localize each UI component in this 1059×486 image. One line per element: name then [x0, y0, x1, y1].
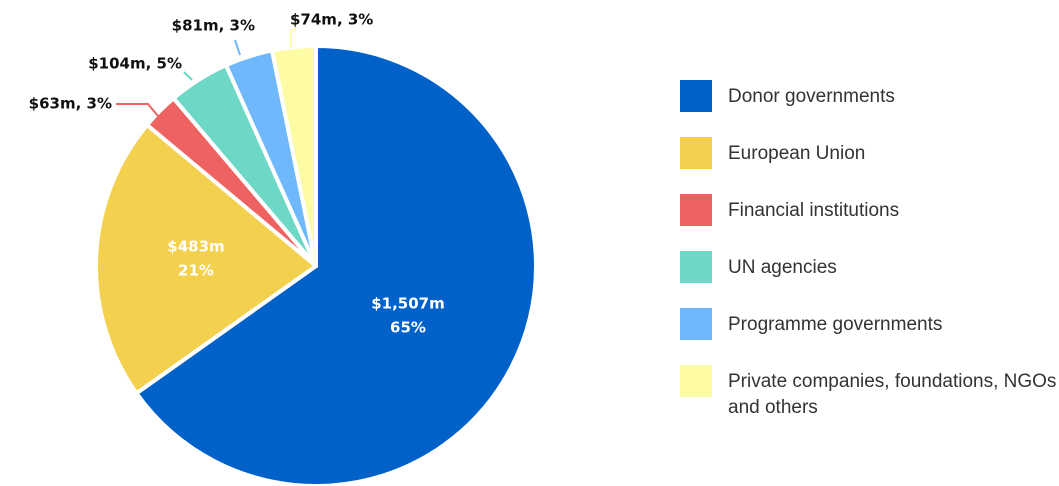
legend-item: Programme governments — [680, 308, 1059, 365]
data-label: $81m, 3% — [172, 17, 255, 35]
legend-swatch — [680, 251, 712, 283]
legend-label: Programme governments — [728, 314, 943, 335]
legend-swatch — [680, 80, 712, 112]
legend: Donor governments European Union Financial… — [680, 80, 1059, 422]
pie-slice — [94, 122, 318, 396]
data-label: $74m, 3% — [290, 11, 373, 29]
legend-label: Donor governments — [728, 86, 895, 107]
legend-swatch — [680, 137, 712, 169]
leader-line — [116, 103, 159, 117]
legend-item: UN agencies — [680, 251, 1059, 308]
legend-label: UN agencies — [728, 257, 837, 278]
legend-item: Donor governments — [680, 80, 1059, 137]
data-label: $483m — [167, 238, 224, 256]
data-label: $1,507m — [371, 295, 445, 313]
legend-label: European Union — [728, 143, 866, 164]
legend-swatch — [680, 365, 712, 397]
data-label: 21% — [178, 262, 214, 280]
pie-slice — [134, 44, 538, 486]
data-label: $63m, 3% — [29, 95, 112, 113]
leader-line — [183, 71, 193, 81]
leader-line — [290, 27, 297, 48]
legend-label: Financial institutions — [728, 200, 900, 221]
legend-item: European Union — [680, 137, 1059, 194]
legend-item: Private companies, foundations, NGOs and… — [680, 365, 1059, 422]
legend-item: Financial institutions — [680, 194, 1059, 251]
leader-line — [234, 39, 241, 56]
legend-swatch — [680, 308, 712, 340]
legend-swatch — [680, 194, 712, 226]
data-label: 65% — [390, 319, 426, 337]
data-label: $104m, 5% — [88, 55, 182, 73]
pie-slice — [270, 44, 318, 268]
legend-label: Private companies, foundations, NGOs and… — [728, 371, 1057, 418]
